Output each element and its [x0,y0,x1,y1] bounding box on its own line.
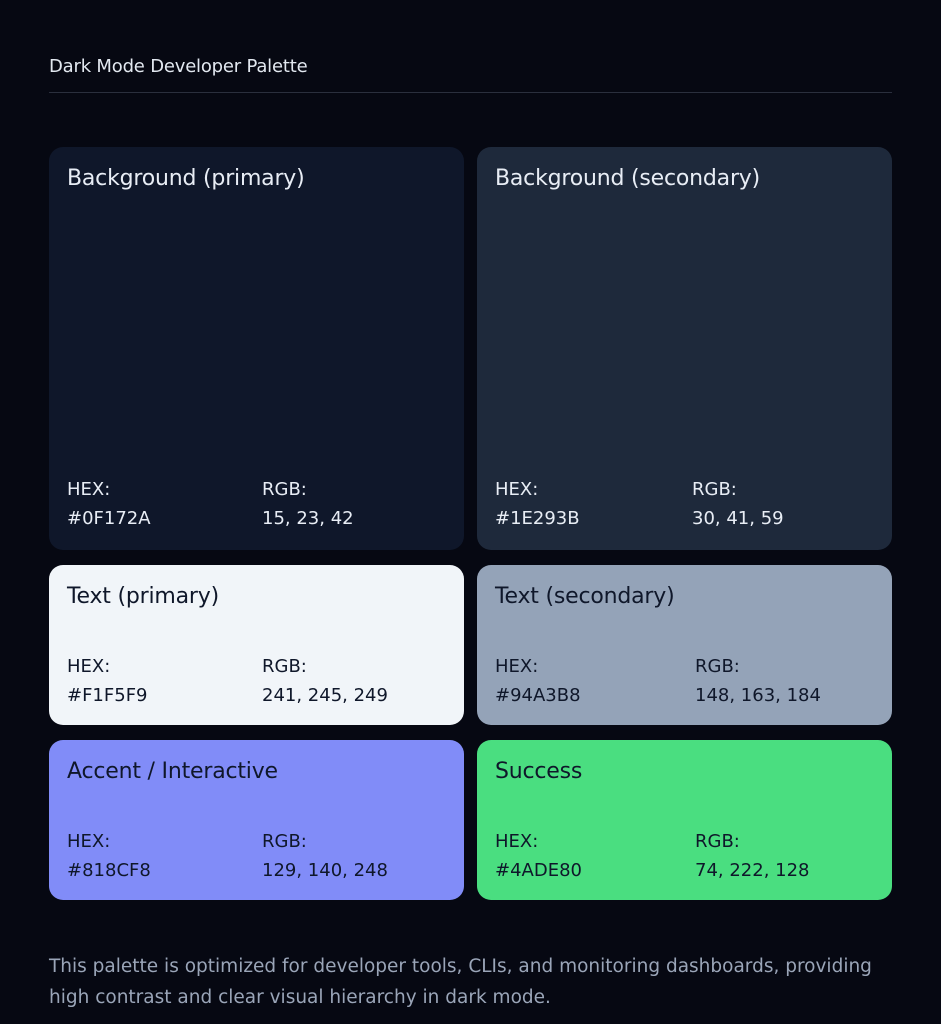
rgb-label: RGB: [262,479,307,500]
hex-block: HEX: #0F172A [67,475,151,533]
hex-label: HEX: [495,479,539,500]
rgb-value: 129, 140, 248 [262,860,388,881]
hex-block: HEX: #94A3B8 [495,652,581,710]
rgb-value: 15, 23, 42 [262,508,354,529]
hex-block: HEX: #1E293B [495,475,580,533]
swatch-title: Text (primary) [67,584,219,609]
hex-value: #94A3B8 [495,685,581,706]
hex-value: #F1F5F9 [67,685,148,706]
rgb-label: RGB: [695,831,740,852]
rgb-value: 30, 41, 59 [692,508,784,529]
rgb-label: RGB: [262,831,307,852]
hex-block: HEX: #818CF8 [67,827,151,885]
rgb-block: RGB: 15, 23, 42 [262,475,354,533]
swatch-title: Success [495,759,583,784]
page-title: Dark Mode Developer Palette [49,56,308,77]
rgb-block: RGB: 241, 245, 249 [262,652,388,710]
hex-value: #818CF8 [67,860,151,881]
hex-label: HEX: [67,831,111,852]
swatch-title: Background (primary) [67,166,305,191]
swatch-title: Background (secondary) [495,166,761,191]
rgb-block: RGB: 129, 140, 248 [262,827,388,885]
rgb-value: 148, 163, 184 [695,685,821,706]
rgb-block: RGB: 30, 41, 59 [692,475,784,533]
hex-label: HEX: [67,656,111,677]
header-divider [49,92,892,93]
hex-label: HEX: [495,656,539,677]
swatch-title: Text (secondary) [495,584,675,609]
rgb-label: RGB: [695,656,740,677]
hex-block: HEX: #F1F5F9 [67,652,148,710]
swatch-title: Accent / Interactive [67,759,278,784]
hex-label: HEX: [67,479,111,500]
rgb-block: RGB: 74, 222, 128 [695,827,810,885]
palette-description: This palette is optimized for developer … [49,956,872,1008]
swatch-card-background-secondary: Background (secondary) HEX: #1E293B RGB:… [477,147,892,550]
swatch-card-success: Success HEX: #4ADE80 RGB: 74, 222, 128 [477,740,892,900]
swatch-card-accent-interactive: Accent / Interactive HEX: #818CF8 RGB: 1… [49,740,464,900]
hex-block: HEX: #4ADE80 [495,827,582,885]
hex-label: HEX: [495,831,539,852]
hex-value: #4ADE80 [495,860,582,881]
rgb-block: RGB: 148, 163, 184 [695,652,821,710]
rgb-label: RGB: [262,656,307,677]
hex-value: #1E293B [495,508,580,529]
rgb-value: 74, 222, 128 [695,860,810,881]
swatch-card-text-secondary: Text (secondary) HEX: #94A3B8 RGB: 148, … [477,565,892,725]
rgb-label: RGB: [692,479,737,500]
hex-value: #0F172A [67,508,151,529]
swatch-card-background-primary: Background (primary) HEX: #0F172A RGB: 1… [49,147,464,550]
swatch-card-text-primary: Text (primary) HEX: #F1F5F9 RGB: 241, 24… [49,565,464,725]
rgb-value: 241, 245, 249 [262,685,388,706]
